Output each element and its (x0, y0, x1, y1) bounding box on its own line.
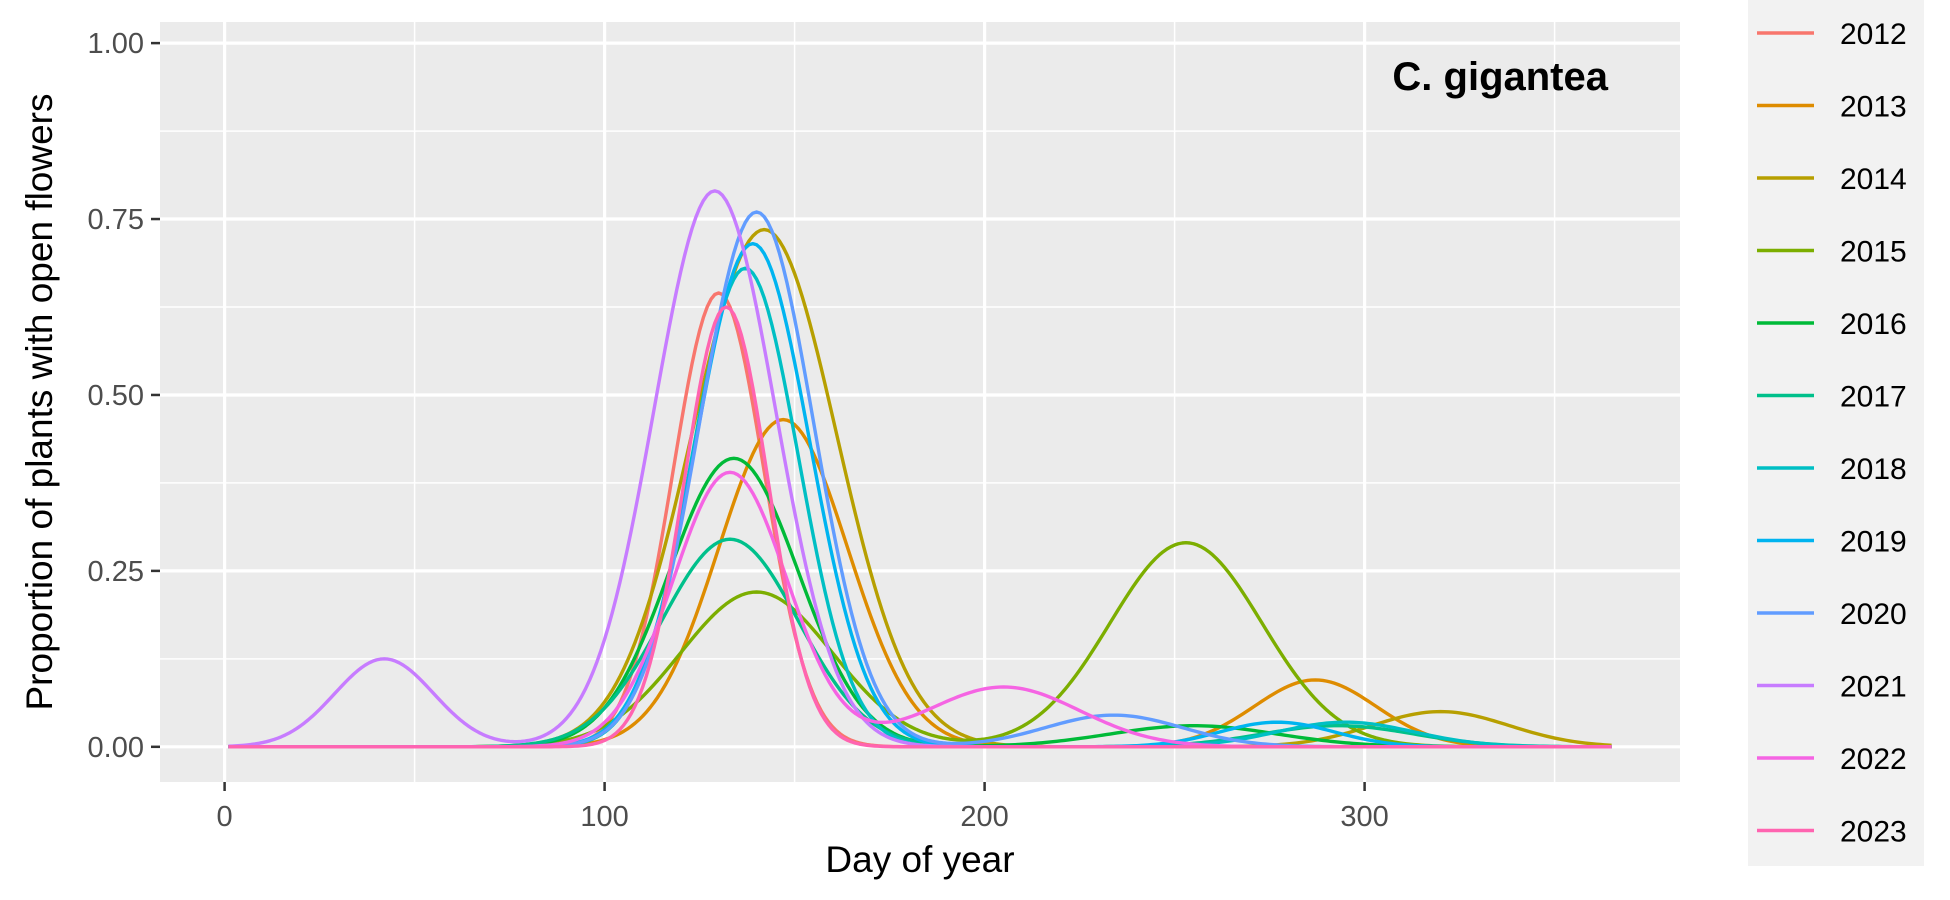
plot-panel (160, 22, 1680, 782)
legend-label-2020: 2020 (1840, 598, 1907, 631)
axes: 0 100 200 300 0.00 0.25 0.50 0.75 1.00 (88, 28, 1389, 833)
x-axis-title: Day of year (825, 839, 1014, 880)
legend-label-2016: 2016 (1840, 308, 1907, 341)
y-axis-title: Proportion of plants with open flowers (19, 93, 60, 710)
x-tick-label: 300 (1340, 801, 1388, 833)
legend-label-2012: 2012 (1840, 18, 1907, 51)
y-tick-label: 0.50 (88, 380, 144, 412)
legend-label-2021: 2021 (1840, 671, 1907, 704)
x-tick-label: 100 (580, 801, 628, 833)
legend-label-2017: 2017 (1840, 381, 1907, 414)
y-tick-label: 0.75 (88, 204, 144, 236)
y-tick-label: 0.00 (88, 732, 144, 764)
legend-label-2015: 2015 (1840, 236, 1907, 269)
x-tick-label: 0 (217, 801, 233, 833)
legend-label-2014: 2014 (1840, 163, 1907, 196)
legend-label-2022: 2022 (1840, 743, 1907, 776)
legend: 2012 2013 2014 2015 2016 2017 2018 2019 2020 2021… (1748, 0, 1924, 866)
series-lines (228, 189, 1612, 749)
y-tick-label: 1.00 (88, 28, 144, 60)
series-line-2023 (228, 305, 1612, 749)
legend-background (1748, 0, 1924, 866)
x-tick-label: 200 (960, 801, 1008, 833)
y-tick-label: 0.25 (88, 556, 144, 588)
legend-label-2018: 2018 (1840, 453, 1907, 486)
species-annotation: C. gigantea (1392, 55, 1608, 99)
legend-label-2019: 2019 (1840, 526, 1907, 559)
legend-label-2023: 2023 (1840, 816, 1907, 849)
legend-label-2013: 2013 (1840, 91, 1907, 124)
